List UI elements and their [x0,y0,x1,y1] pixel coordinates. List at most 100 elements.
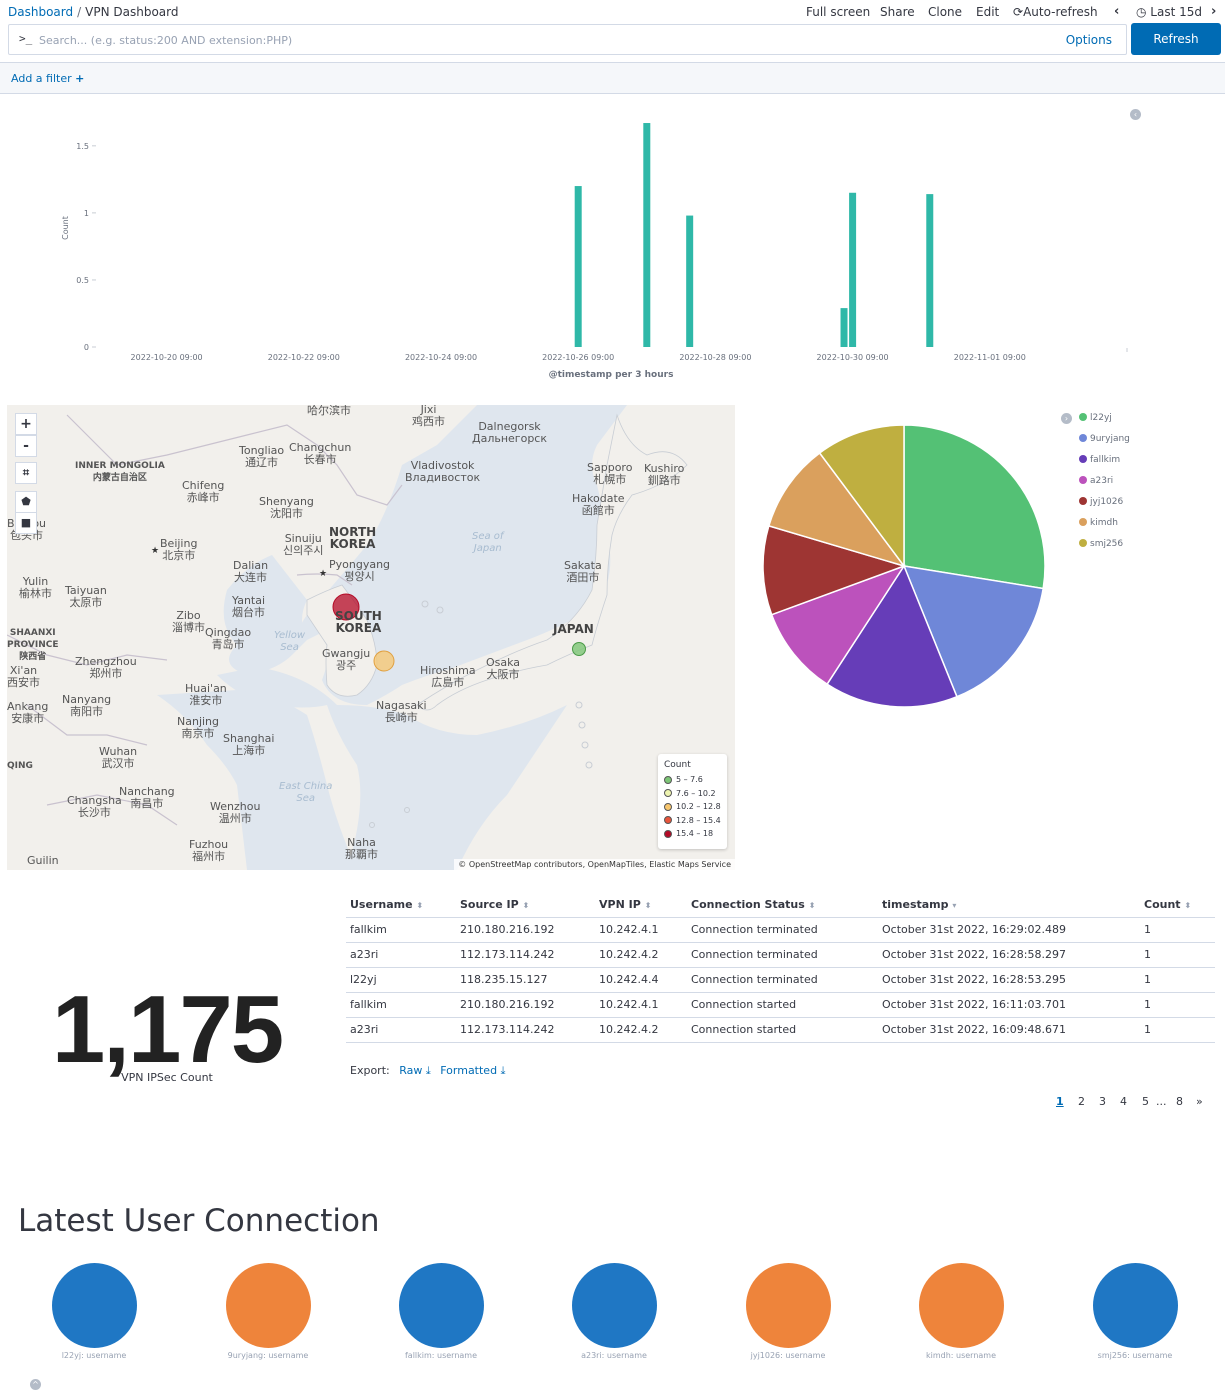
map-point-gwangju[interactable] [373,650,395,672]
histogram-bar[interactable] [849,192,857,347]
table-cell: 1 [1140,992,1215,1018]
map-label-city: Ankang 安康市 [7,700,49,725]
map-label-country: SOUTH KOREA [335,609,382,635]
legend-swatch [1079,413,1087,421]
histogram-bar[interactable] [574,186,582,347]
map-label-city: Xi'an 西安市 [7,664,40,689]
crop-icon[interactable]: ⌗ [15,462,37,484]
auto-refresh-button[interactable]: ⟳Auto-refresh [1013,5,1098,19]
column-header-connection-status[interactable]: Connection Status ⬍ [687,893,878,918]
user-status-circle [399,1263,484,1348]
metric-label: VPN IPSec Count [121,1071,213,1084]
refresh-button[interactable]: Refresh [1131,23,1221,55]
pie-legend-item[interactable]: smj256 [1060,537,1130,558]
pie-slice[interactable] [770,564,906,686]
user-status-circle [1093,1263,1178,1348]
breadcrumb: Dashboard / VPN Dashboard [8,5,179,19]
pie-slice[interactable] [826,564,958,708]
table-cell: Connection terminated [687,967,878,993]
pie-legend-item[interactable]: a23ri [1060,474,1130,495]
map-label-region: SHAANXI PROVINCE 陕西省 [7,628,59,662]
legend-range-label: 12.8 – 15.4 [676,815,721,825]
pie-legend-item[interactable]: kimdh [1060,516,1130,537]
polygon-draw-icon[interactable]: ⬟ [15,491,37,513]
pie-slice[interactable] [902,565,1045,698]
table-cell: l22yj [346,967,456,993]
chevron-up-icon[interactable]: ^ [30,1379,41,1390]
clone-button[interactable]: Clone [928,5,963,19]
histogram-bar[interactable] [926,194,934,347]
pie-slice[interactable] [903,424,1046,590]
zoom-out-button[interactable]: - [15,435,37,457]
chevron-left-icon[interactable]: ‹ [1114,4,1120,19]
column-header-source-ip[interactable]: Source IP ⬍ [456,893,595,918]
legend-toggle-icon[interactable]: ‹ [1130,109,1141,120]
legend-toggle-icon[interactable]: › [1061,413,1072,424]
export-bar: Export: Raw ⤓ Formatted ⤓ [350,1064,505,1078]
share-button[interactable]: Share [880,5,915,19]
export-raw-link[interactable]: Raw ⤓ [399,1064,431,1077]
user-status-circle [226,1263,311,1348]
table-cell: October 31st 2022, 16:11:03.701 [878,992,1140,1018]
add-filter-button[interactable]: Add a filter + [11,72,84,85]
page-button[interactable]: 5 [1142,1095,1149,1108]
pie-slice[interactable] [818,424,905,569]
table-cell: 10.242.4.2 [595,1017,687,1043]
query-prompt-icon: >_ [19,32,33,45]
y-tick-label: 1 [84,209,89,218]
column-header-username[interactable]: Username ⬍ [346,893,456,918]
next-page-button[interactable]: » [1196,1095,1203,1108]
table-cell: fallkim [346,917,456,943]
table-cell: October 31st 2022, 16:29:02.489 [878,917,1140,943]
histogram-bar[interactable] [840,308,848,347]
user-status-circle [52,1263,137,1348]
breadcrumb-dashboard-link[interactable]: Dashboard [8,5,74,19]
pie-legend-item[interactable]: jyj1026 [1060,495,1130,516]
column-header-vpn-ip[interactable]: VPN IP ⬍ [595,893,687,918]
pie-legend-item[interactable]: l22yj [1060,411,1130,432]
page-button[interactable]: 2 [1078,1095,1085,1108]
rectangle-draw-icon[interactable]: ■ [15,512,37,534]
map-label-city: Sinuiju 신의주시 [283,532,324,557]
edit-button[interactable]: Edit [976,5,1000,19]
search-input[interactable] [39,30,1039,50]
map-label-city: Vladivostok Владивосток [405,459,481,484]
pie-legend-item[interactable]: fallkim [1060,453,1130,474]
pie-slice[interactable] [767,451,906,568]
plus-icon: + [75,72,85,85]
map-point-seoul[interactable] [332,593,360,621]
histogram-bar[interactable] [643,123,651,347]
page-button[interactable]: 3 [1099,1095,1106,1108]
column-header-count[interactable]: Count ⬍ [1140,893,1215,918]
pie-slice[interactable] [762,524,907,616]
table-cell: 10.242.4.4 [595,967,687,993]
filter-bar: Add a filter + [0,62,1225,94]
full-screen-button[interactable]: Full screen [806,5,871,19]
time-range-label: Last 15d [1150,5,1202,19]
histogram-bar[interactable] [686,215,694,347]
options-button[interactable]: Options [1065,33,1112,47]
top-bar: Dashboard / VPN Dashboard Full screen Shar… [0,0,1225,24]
export-formatted-link[interactable]: Formatted ⤓ [440,1064,506,1077]
table-cell: October 31st 2022, 16:09:48.671 [878,1017,1140,1043]
map-point-tokyo[interactable] [572,642,586,656]
page-button[interactable]: 1 [1056,1095,1064,1108]
page-button[interactable]: 8 [1176,1095,1183,1108]
zoom-in-button[interactable]: + [15,413,37,435]
map-label-city: Fuzhou 福州市 [189,838,229,863]
time-picker-button[interactable]: ◷ Last 15d [1136,5,1202,19]
refresh-icon: ⟳ [1013,5,1024,19]
map-label-city: Guilin [27,854,59,867]
column-header-timestamp[interactable]: timestamp ▾ [878,893,1140,918]
map-label-region: INNER MONGOLIA 内蒙古自治区 [75,461,165,483]
y-tick-label: 1.5 [76,142,89,151]
map-label-city: Nagasaki 長崎市 [376,699,427,724]
pie-legend-label: jyj1026 [1090,497,1124,507]
coordinate-map[interactable]: ★ ★ 哈尔滨市 Jixi 鸡西市 Dalnegorsk Дальнегорск IN… [7,405,735,870]
chevron-right-icon[interactable]: › [1211,4,1217,19]
map-label-country: NORTH KOREA [329,525,377,551]
pie-legend-item[interactable]: 9uryjang [1060,432,1130,453]
map-label-city: Naha 那覇市 [345,836,378,861]
page-button[interactable]: 4 [1120,1095,1127,1108]
y-tick-label: 0 [84,343,89,352]
